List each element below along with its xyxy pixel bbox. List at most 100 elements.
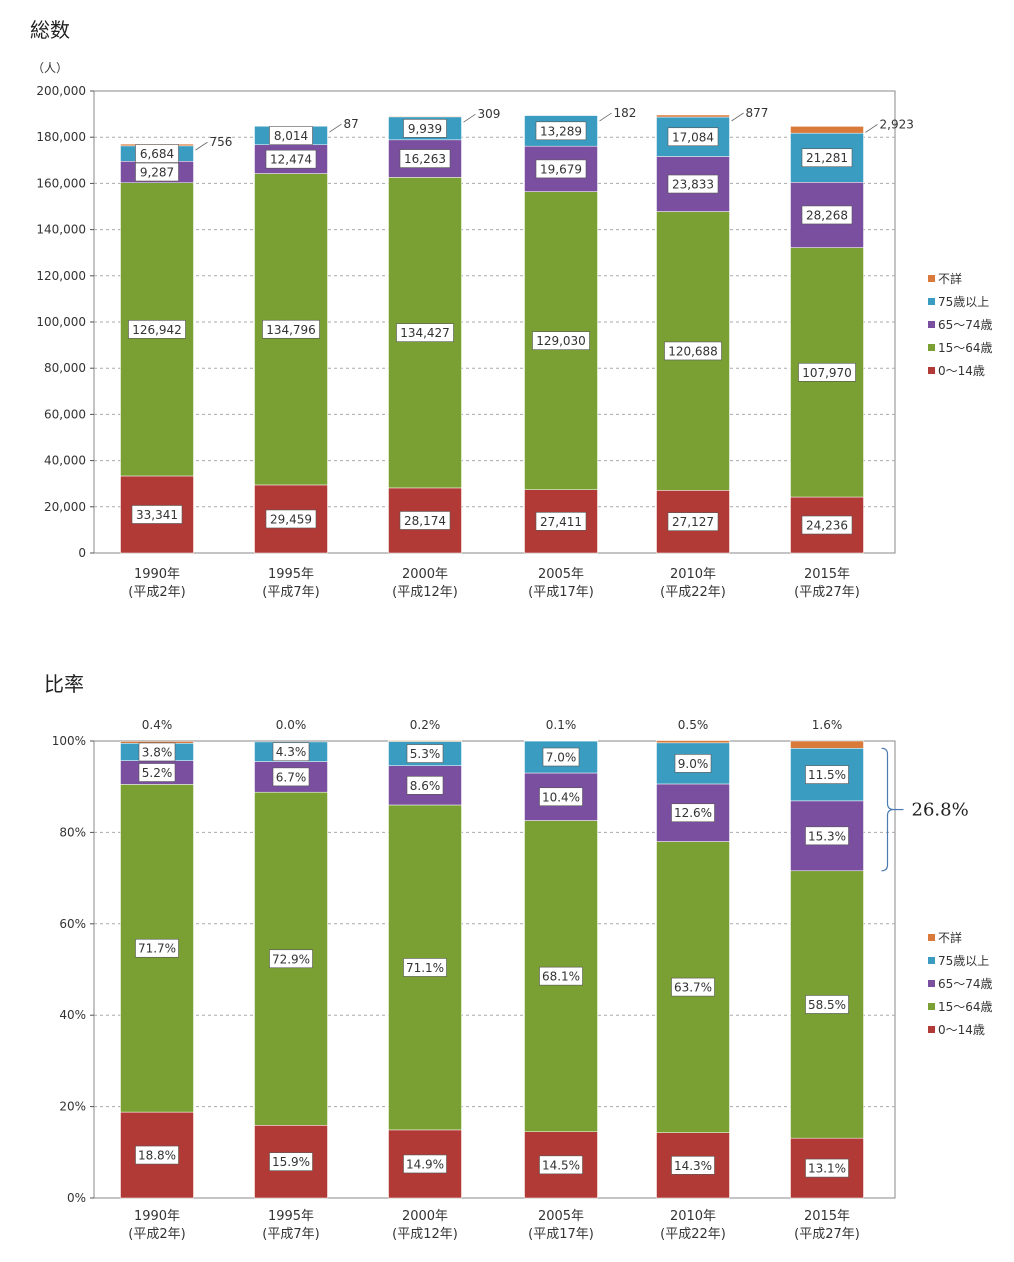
data-label-75+-box xyxy=(805,765,849,784)
legend-label-0-14: 0〜14歳 xyxy=(938,1023,985,1037)
total-chart-title: 総数 xyxy=(30,18,70,42)
data-label-65-74: 12.6% xyxy=(674,806,712,820)
data-label-15-64: 71.1% xyxy=(406,961,444,975)
legend-swatch-unknown xyxy=(928,934,935,941)
data-label-unknown: 309 xyxy=(478,107,501,121)
data-label-15-64-box xyxy=(128,320,186,339)
data-label-15-64-box xyxy=(539,966,583,986)
data-label-75+: 11.5% xyxy=(808,768,846,782)
data-label-15-64: 63.7% xyxy=(674,981,712,995)
bar-unknown xyxy=(388,115,462,118)
data-label-65-74-box xyxy=(135,162,179,182)
data-label-unknown: 0.1% xyxy=(546,718,577,732)
legend-label-65-74: 65〜74歳 xyxy=(938,318,993,332)
data-label-15-64-box xyxy=(396,323,454,342)
data-label-75+: 9.0% xyxy=(678,757,709,771)
data-label-0-14-box xyxy=(131,505,183,524)
data-label-65-74: 9,287 xyxy=(140,166,174,180)
data-label-75+-box xyxy=(403,119,447,138)
legend-swatch-15-64 xyxy=(928,1003,935,1010)
data-label-75+: 13,289 xyxy=(540,124,582,138)
x-category-label: 2000年 xyxy=(402,1209,448,1224)
legend-label-75+: 75歳以上 xyxy=(938,295,989,309)
data-label-0-14-box xyxy=(265,509,317,529)
data-label-15-64-box xyxy=(269,949,313,969)
data-label-15-64-box xyxy=(135,938,179,958)
data-label-75+-box xyxy=(272,742,310,762)
leader-line xyxy=(731,112,744,122)
data-label-75+: 8,014 xyxy=(274,129,308,143)
data-label-75+-box xyxy=(406,744,444,763)
data-label-75+-box xyxy=(535,121,587,141)
y-tick-label: 160,000 xyxy=(36,176,86,190)
y-tick-label: 200,000 xyxy=(36,84,86,98)
data-label-65-74: 19,679 xyxy=(540,162,582,176)
annotation-bracket xyxy=(881,747,894,872)
legend-label-65-74: 65〜74歳 xyxy=(938,977,993,991)
data-label-65-74: 5.2% xyxy=(142,766,173,780)
data-label-15-64: 126,942 xyxy=(132,323,182,337)
x-category-label: 2010年 xyxy=(670,567,716,582)
data-label-unknown: 877 xyxy=(746,106,769,120)
x-category-sublabel: (平成2年) xyxy=(128,1227,185,1242)
data-label-15-64-box xyxy=(805,995,849,1014)
data-label-unknown: 2,923 xyxy=(880,117,914,131)
y-tick-label: 80,000 xyxy=(44,361,86,375)
data-label-75+: 7.0% xyxy=(546,750,577,764)
data-label-65-74-box xyxy=(406,776,444,795)
legend-label-0-14: 0〜14歳 xyxy=(938,364,985,378)
x-category-label: 2015年 xyxy=(804,567,850,582)
data-label-75+-box xyxy=(667,127,719,147)
data-label-75+-box xyxy=(135,144,179,163)
data-label-15-64-box xyxy=(664,341,722,361)
x-category-label: 2015年 xyxy=(804,1209,850,1224)
data-label-0-14: 27,127 xyxy=(672,515,714,529)
y-tick-label: 60% xyxy=(59,917,86,931)
y-tick-label: 120,000 xyxy=(36,269,86,283)
data-label-75+-box xyxy=(801,148,853,168)
x-category-sublabel: (平成2年) xyxy=(128,585,185,600)
data-label-0-14: 28,174 xyxy=(404,514,446,528)
data-label-unknown: 0.2% xyxy=(410,718,441,732)
data-label-0-14-box xyxy=(135,1145,179,1165)
x-category-sublabel: (平成22年) xyxy=(660,1227,726,1242)
bar-unknown xyxy=(656,114,730,118)
legend-swatch-15-64 xyxy=(928,344,935,351)
data-label-65-74-box xyxy=(667,174,719,194)
y-tick-label: 40% xyxy=(59,1008,86,1022)
data-label-15-64: 134,427 xyxy=(400,326,450,340)
data-label-65-74: 10.4% xyxy=(542,790,580,804)
bar-unknown xyxy=(388,740,462,742)
y-tick-label: 80% xyxy=(59,825,86,839)
x-category-label: 1995年 xyxy=(268,567,314,582)
data-label-15-64: 120,688 xyxy=(668,344,718,358)
data-label-75+: 9,939 xyxy=(408,122,442,136)
legend-label-unknown: 不詳 xyxy=(938,271,962,286)
data-label-65-74-box xyxy=(265,149,317,169)
data-label-75+-box xyxy=(542,747,580,767)
data-label-15-64: 71.7% xyxy=(138,942,176,956)
plot-frame xyxy=(93,740,896,1199)
data-label-65-74-box xyxy=(805,826,849,846)
data-label-65-74-box xyxy=(535,159,587,179)
data-label-0-14-box xyxy=(535,512,587,531)
data-label-65-74: 16,263 xyxy=(404,152,446,166)
bar-unknown xyxy=(790,740,864,749)
legend-swatch-75+ xyxy=(928,298,935,305)
data-label-15-64: 58.5% xyxy=(808,998,846,1012)
x-category-sublabel: (平成12年) xyxy=(392,585,458,600)
data-label-0-14: 14.5% xyxy=(542,1158,580,1172)
y-tick-label: 140,000 xyxy=(36,223,86,237)
legend-swatch-65-74 xyxy=(928,321,935,328)
data-label-unknown: 0.4% xyxy=(142,718,173,732)
bar-65-74 xyxy=(524,772,598,821)
ratio-chart-title: 比率 xyxy=(44,672,84,696)
data-label-unknown: 1.6% xyxy=(812,718,843,732)
data-label-0-14: 14.3% xyxy=(674,1159,712,1173)
x-category-label: 2010年 xyxy=(670,1209,716,1224)
y-tick-label: 40,000 xyxy=(44,454,86,468)
data-label-0-14: 15.9% xyxy=(272,1155,310,1169)
data-label-unknown: 0.5% xyxy=(678,718,709,732)
data-label-0-14-box xyxy=(667,512,719,531)
